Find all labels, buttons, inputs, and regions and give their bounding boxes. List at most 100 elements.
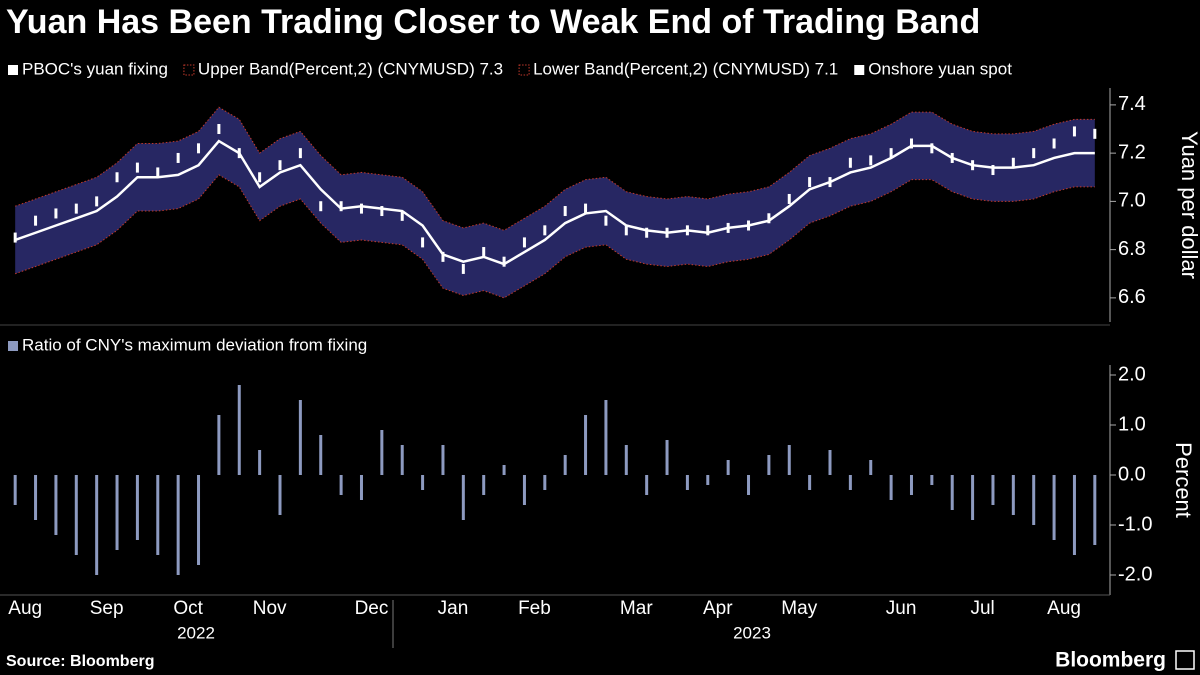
- bar: [624, 445, 628, 475]
- spot-candle: [1032, 148, 1036, 159]
- spot-candle: [767, 213, 771, 224]
- spot-candle: [889, 148, 893, 159]
- bar: [237, 385, 241, 475]
- bar: [1032, 475, 1036, 525]
- bar: [787, 445, 791, 475]
- fixing-line: [14, 139, 1095, 266]
- year-label: 2022: [177, 623, 215, 642]
- bar: [156, 475, 160, 555]
- source: Source: Bloomberg: [6, 653, 154, 670]
- bar: [359, 475, 363, 500]
- spot-candle: [502, 256, 506, 267]
- legend-label: Lower Band(Percent,2) (CNYMUSD) 7.1: [533, 59, 838, 78]
- y-axis-label: Yuan per dollar: [1177, 131, 1200, 279]
- bar: [950, 475, 954, 510]
- bar: [1052, 475, 1056, 540]
- bar: [54, 475, 58, 535]
- spot-candle: [808, 177, 812, 188]
- x-tick-label: Nov: [253, 598, 287, 619]
- y-tick-label: 2.0: [1118, 363, 1146, 385]
- spot-candle: [950, 152, 954, 163]
- spot-candle: [1072, 126, 1076, 137]
- spot-candle: [584, 203, 588, 214]
- spot-candle: [685, 225, 689, 236]
- x-tick-label: Jan: [438, 598, 469, 619]
- spot-candle: [400, 210, 404, 221]
- legend-swatch: [854, 65, 865, 75]
- spot-candle: [95, 196, 99, 207]
- spot-candle: [848, 157, 852, 168]
- bar: [421, 475, 425, 490]
- bar: [217, 415, 221, 475]
- bar: [135, 475, 139, 540]
- spot-candle: [665, 227, 669, 238]
- spot-candle: [543, 225, 547, 236]
- spot-candle: [1093, 128, 1097, 139]
- legend-swatch: [518, 64, 530, 76]
- bar: [1093, 475, 1097, 545]
- spot-candle: [828, 177, 832, 188]
- bar: [645, 475, 649, 495]
- legend-label: Ratio of CNY's maximum deviation from fi…: [22, 335, 367, 354]
- band-area: [15, 107, 1095, 298]
- bar: [747, 475, 751, 495]
- bar: [197, 475, 201, 565]
- y-axis-label: Percent: [1171, 442, 1196, 518]
- legend-swatch: [183, 64, 195, 76]
- x-tick-label: Jul: [970, 598, 994, 619]
- spot-candle: [930, 143, 934, 154]
- spot-candle: [787, 193, 791, 204]
- y-tick-label: 6.6: [1118, 286, 1146, 308]
- bar: [543, 475, 547, 490]
- bar: [339, 475, 343, 495]
- bar: [971, 475, 975, 520]
- bar: [563, 455, 567, 475]
- spot-candle: [971, 160, 975, 171]
- bar: [115, 475, 119, 550]
- bar: [258, 450, 262, 475]
- x-tick-label: Dec: [355, 598, 389, 619]
- x-tick-label: Mar: [620, 598, 653, 619]
- bar: [930, 475, 934, 485]
- bar: [767, 455, 771, 475]
- spot-candle: [237, 148, 241, 159]
- spot-candle: [421, 237, 425, 248]
- spot-candle: [747, 220, 751, 231]
- bar: [319, 435, 323, 475]
- spot-candle: [278, 160, 282, 171]
- bar: [665, 440, 669, 475]
- spot-candle: [991, 165, 995, 176]
- legend-swatch: [8, 65, 18, 75]
- spot-candle: [74, 203, 78, 214]
- bar: [706, 475, 710, 485]
- bar: [848, 475, 852, 490]
- x-tick-label: Jun: [886, 598, 917, 619]
- spot-candle: [645, 227, 649, 238]
- bar: [584, 415, 588, 475]
- legend-swatch: [8, 341, 18, 351]
- y-tick-label: 7.2: [1118, 141, 1146, 163]
- spot-candle: [54, 208, 58, 219]
- spot-candle: [34, 215, 38, 226]
- bar: [461, 475, 465, 520]
- spot-candle: [176, 152, 180, 163]
- y-tick-label: 6.8: [1118, 238, 1146, 260]
- spot-candle: [339, 201, 343, 212]
- bar: [909, 475, 913, 495]
- y-tick-label: -2.0: [1118, 563, 1152, 585]
- legend-label: Upper Band(Percent,2) (CNYMUSD) 7.3: [198, 59, 503, 78]
- x-tick-label: May: [781, 598, 817, 619]
- spot-candle: [217, 124, 221, 135]
- logo: Bloomberg: [1055, 649, 1166, 672]
- x-tick-label: Aug: [8, 598, 42, 619]
- bar: [604, 400, 608, 475]
- spot-candle: [156, 167, 160, 178]
- spot-candle: [135, 162, 139, 173]
- spot-candle: [1052, 138, 1056, 149]
- spot-candle: [258, 172, 262, 183]
- spot-candle: [441, 251, 445, 262]
- y-tick-label: -1.0: [1118, 513, 1152, 535]
- bar: [482, 475, 486, 495]
- spot-candle: [706, 225, 710, 236]
